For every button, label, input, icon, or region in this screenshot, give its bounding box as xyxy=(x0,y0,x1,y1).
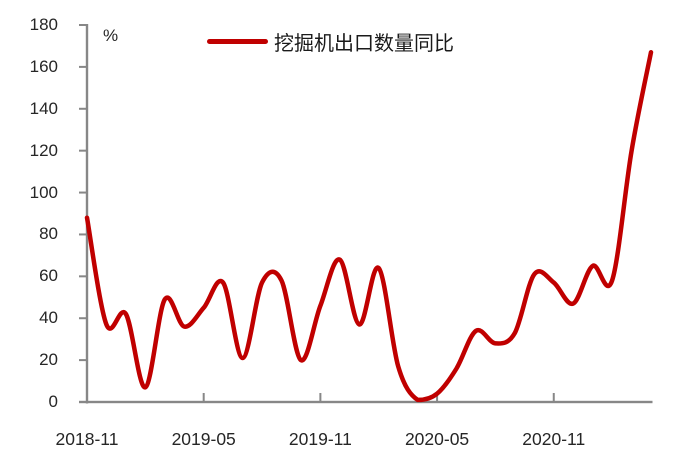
axis-mark xyxy=(79,65,87,68)
y-tick-label: 120 xyxy=(29,140,58,160)
axis-mark xyxy=(436,393,439,401)
axis-mark xyxy=(552,393,555,401)
y-tick-label: 140 xyxy=(29,98,58,118)
axis-mark xyxy=(79,317,87,320)
axis-mark xyxy=(79,107,87,110)
y-tick-label: 100 xyxy=(29,182,58,202)
axis-mark xyxy=(79,149,87,152)
legend-line-swatch xyxy=(207,39,268,44)
axis-mark xyxy=(79,359,87,362)
x-tick-label: 2019-05 xyxy=(171,429,236,449)
x-tick-label: 2020-11 xyxy=(522,429,586,449)
y-tick-label: 60 xyxy=(39,266,58,286)
y-tick-label: 180 xyxy=(29,15,58,34)
y-tick-label: 160 xyxy=(29,56,58,76)
axes xyxy=(79,24,653,404)
axis-mark xyxy=(79,401,87,403)
axis-mark xyxy=(79,400,653,404)
axis-mark xyxy=(79,191,87,194)
axis-mark xyxy=(79,275,87,278)
x-tick-label: 2019-11 xyxy=(288,429,352,449)
y-axis-unit-label: % xyxy=(103,26,119,45)
x-tick-label: 2018-11 xyxy=(55,429,119,449)
axis-mark xyxy=(85,24,89,404)
axis-mark xyxy=(319,393,322,401)
axis-mark xyxy=(79,233,87,236)
y-tick-label: 80 xyxy=(39,224,58,244)
legend-label: 挖掘机出口数量同比 xyxy=(274,33,454,55)
x-tick-label: 2020-05 xyxy=(404,429,470,449)
y-tick-label: 40 xyxy=(39,308,58,328)
legend: 挖掘机出口数量同比 xyxy=(207,27,454,56)
y-tick-label: 0 xyxy=(48,392,58,411)
series-line xyxy=(84,49,654,403)
axis-mark xyxy=(202,393,205,401)
y-tick-label: 20 xyxy=(39,350,58,370)
axis-mark xyxy=(79,24,87,26)
